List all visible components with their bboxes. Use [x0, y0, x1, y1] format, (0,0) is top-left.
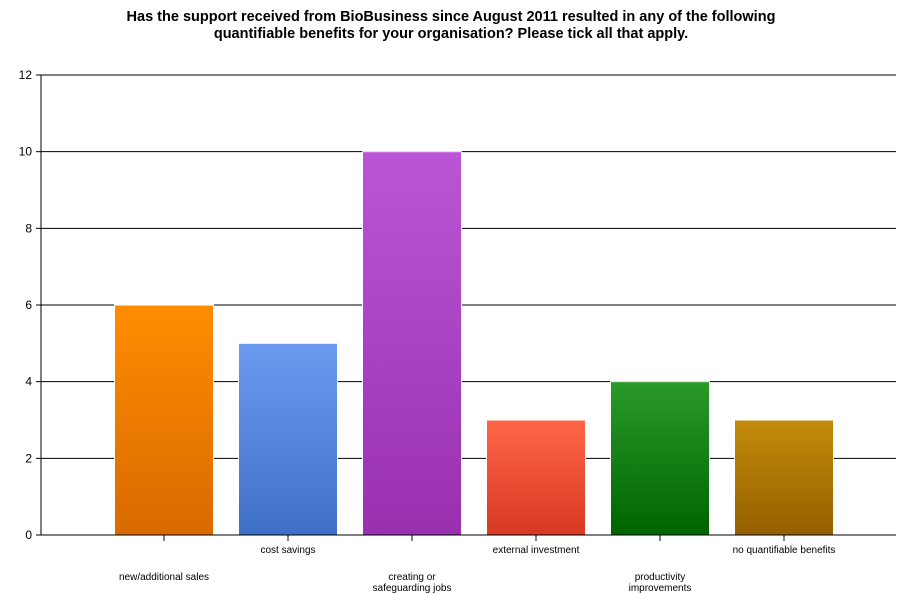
x-category-label: cost savings: [260, 545, 315, 556]
bar: [610, 381, 710, 536]
bar: [114, 304, 214, 536]
y-tick-label: 0: [25, 528, 32, 542]
x-category-label: creating or safeguarding jobs: [373, 572, 452, 594]
y-tick-label: 6: [25, 298, 32, 312]
bar: [734, 419, 834, 536]
bar: [486, 419, 586, 536]
bars: [114, 151, 834, 536]
y-tick-label: 2: [25, 451, 32, 465]
y-tick-label: 4: [25, 375, 32, 389]
x-category-label: productivity improvements: [629, 572, 692, 594]
axes: [36, 74, 896, 541]
x-category-label: external investment: [493, 545, 580, 556]
y-tick-label: 10: [19, 145, 33, 159]
x-category-label: new/additional sales: [119, 572, 209, 583]
bar: [238, 342, 338, 536]
labels: 0 2 4 6 8 10 12 new/additional sales cost saving…: [19, 68, 836, 594]
x-category-label: no quantifiable benefits: [733, 545, 836, 556]
chart-title-line-1: Has the support received from BioBusines…: [126, 9, 776, 25]
chart-title-line-2: quantifiable benefits for your organisat…: [213, 26, 689, 42]
chart-title: Has the support received from BioBusines…: [0, 9, 902, 43]
y-tick-label: 8: [25, 221, 32, 235]
bar: [362, 151, 462, 536]
y-tick-label: 12: [19, 68, 33, 82]
